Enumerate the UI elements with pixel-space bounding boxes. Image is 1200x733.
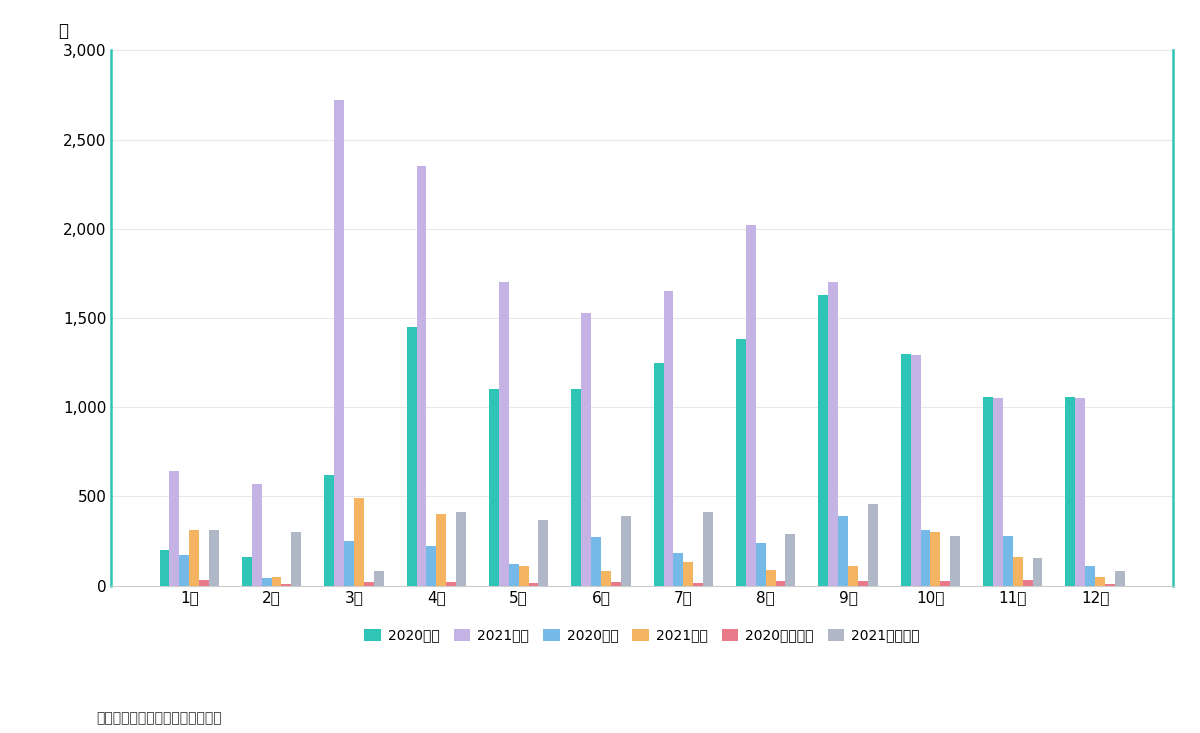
- Bar: [1066, 397, 1075, 586]
- Bar: [746, 225, 756, 586]
- Bar: [654, 363, 664, 586]
- Bar: [592, 537, 601, 586]
- Bar: [1075, 398, 1085, 586]
- Bar: [736, 339, 746, 586]
- Bar: [364, 582, 373, 586]
- Bar: [694, 583, 703, 586]
- Bar: [1032, 558, 1043, 586]
- Bar: [262, 578, 271, 586]
- Bar: [950, 536, 960, 586]
- Bar: [282, 583, 292, 586]
- Bar: [518, 566, 528, 586]
- Bar: [190, 530, 199, 586]
- Bar: [344, 541, 354, 586]
- Bar: [673, 553, 683, 586]
- Bar: [1096, 577, 1105, 586]
- Bar: [437, 515, 446, 586]
- Bar: [499, 282, 509, 586]
- Bar: [509, 564, 518, 586]
- Bar: [373, 571, 384, 586]
- Bar: [416, 166, 426, 586]
- Text: 数据来源：中国工程机械工业协会: 数据来源：中国工程机械工业协会: [96, 711, 222, 725]
- Legend: 2020臂式, 2021臂式, 2020桉杆, 2021桉杆, 2020套筒油缸, 2021套筒油缸: 2020臂式, 2021臂式, 2020桉杆, 2021桉杆, 2020套筒油缸…: [359, 623, 925, 648]
- Bar: [818, 295, 828, 586]
- Bar: [766, 570, 775, 586]
- Bar: [528, 583, 539, 586]
- Bar: [252, 484, 262, 586]
- Bar: [786, 534, 796, 586]
- Bar: [1115, 571, 1124, 586]
- Bar: [1105, 583, 1115, 586]
- Bar: [242, 557, 252, 586]
- Bar: [160, 550, 169, 586]
- Bar: [209, 530, 218, 586]
- Bar: [581, 313, 592, 586]
- Bar: [664, 291, 673, 586]
- Bar: [601, 571, 611, 586]
- Bar: [334, 100, 344, 586]
- Bar: [407, 327, 416, 586]
- Bar: [703, 512, 713, 586]
- Bar: [1085, 566, 1096, 586]
- Bar: [539, 520, 548, 586]
- Bar: [426, 546, 437, 586]
- Bar: [324, 475, 334, 586]
- Bar: [941, 581, 950, 586]
- Bar: [1003, 536, 1013, 586]
- Bar: [848, 566, 858, 586]
- Bar: [571, 389, 581, 586]
- Bar: [901, 354, 911, 586]
- Bar: [775, 581, 786, 586]
- Bar: [620, 516, 631, 586]
- Bar: [169, 471, 179, 586]
- Bar: [756, 543, 766, 586]
- Bar: [911, 356, 920, 586]
- Bar: [983, 397, 992, 586]
- Y-axis label: 台: 台: [59, 22, 68, 40]
- Bar: [611, 582, 620, 586]
- Bar: [179, 556, 190, 586]
- Bar: [930, 532, 941, 586]
- Bar: [1022, 581, 1032, 586]
- Bar: [868, 504, 877, 586]
- Bar: [838, 516, 848, 586]
- Bar: [456, 512, 466, 586]
- Bar: [858, 581, 868, 586]
- Bar: [920, 530, 930, 586]
- Bar: [292, 532, 301, 586]
- Bar: [446, 582, 456, 586]
- Bar: [199, 581, 209, 586]
- Bar: [490, 389, 499, 586]
- Bar: [271, 577, 282, 586]
- Bar: [683, 562, 694, 586]
- Bar: [1013, 557, 1022, 586]
- Bar: [828, 282, 838, 586]
- Bar: [992, 398, 1003, 586]
- Bar: [354, 498, 364, 586]
